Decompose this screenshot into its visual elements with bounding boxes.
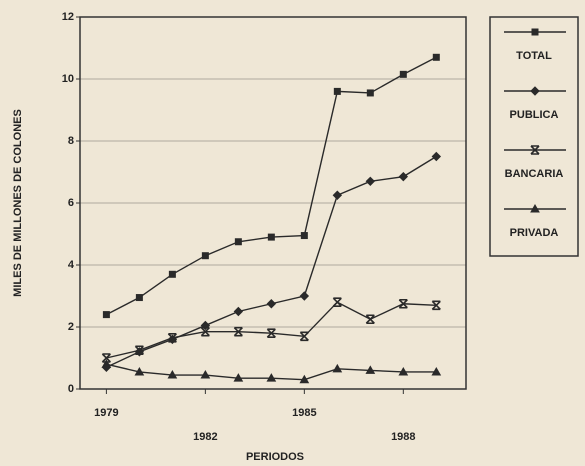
x-tick-label: 1979 (94, 407, 118, 419)
y-tick-label: 4 (68, 259, 75, 271)
y-tick-label: 8 (68, 135, 74, 147)
legend-label: PRIVADA (510, 227, 559, 239)
point (530, 145, 540, 155)
point (167, 370, 178, 379)
point (531, 28, 539, 36)
y-tick-label: 0 (68, 383, 74, 395)
point (332, 363, 343, 373)
x-axis-label: PERIODOS (246, 451, 304, 463)
point (200, 326, 210, 337)
point (530, 203, 540, 213)
legend-label: TOTAL (516, 50, 552, 62)
point (431, 300, 441, 311)
point (200, 370, 211, 379)
point (102, 311, 110, 319)
y-tick-label: 6 (68, 197, 74, 209)
y-tick-label: 12 (62, 11, 74, 23)
point (431, 151, 442, 162)
point (365, 176, 376, 187)
point (167, 333, 177, 343)
point (233, 373, 244, 382)
point (267, 233, 275, 241)
point (299, 331, 309, 342)
x-tick-label: 1985 (292, 407, 316, 419)
point (333, 87, 341, 95)
x-tick-label: 1982 (193, 431, 217, 443)
point (135, 294, 143, 302)
point (332, 297, 342, 307)
point (398, 298, 408, 309)
point (365, 314, 375, 325)
point (134, 366, 145, 376)
point (332, 190, 343, 200)
point (234, 238, 242, 246)
point (432, 53, 440, 61)
y-axis-label: MILES DE MILLONES DE COLONES (12, 109, 24, 297)
point (201, 252, 209, 260)
point (233, 306, 244, 317)
point (168, 270, 176, 278)
point (134, 345, 144, 356)
legend-label: PUBLICA (510, 109, 559, 121)
point (530, 86, 540, 96)
point (398, 366, 409, 376)
point (366, 89, 374, 97)
point (101, 359, 112, 368)
point (266, 373, 277, 382)
y-tick-label: 2 (68, 321, 74, 333)
point (299, 374, 310, 384)
point (300, 232, 308, 240)
point (266, 299, 277, 309)
point (398, 171, 409, 182)
x-tick-label: 1988 (391, 431, 415, 443)
point (299, 291, 310, 301)
point (431, 366, 442, 376)
point (233, 326, 243, 337)
point (399, 70, 407, 78)
plot-frame (79, 16, 467, 390)
point (266, 328, 276, 338)
legend-label: BANCARIA (505, 168, 564, 180)
point (101, 353, 111, 363)
y-tick-label: 10 (62, 73, 74, 85)
legend-box (489, 16, 579, 257)
point (365, 365, 376, 374)
